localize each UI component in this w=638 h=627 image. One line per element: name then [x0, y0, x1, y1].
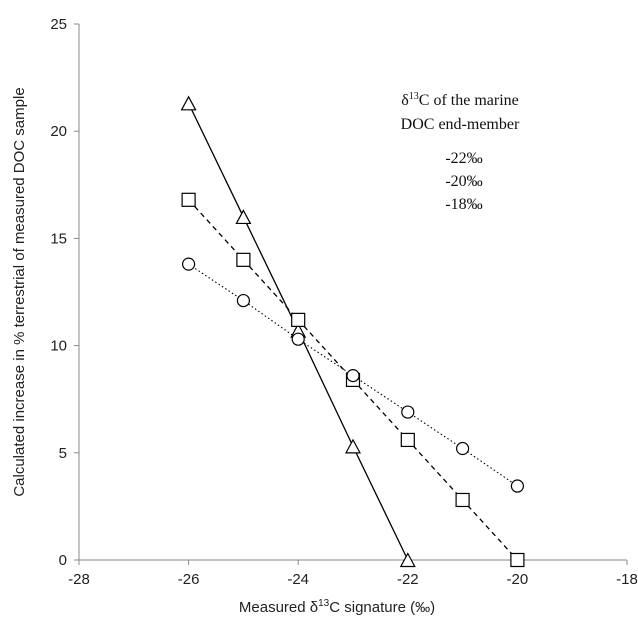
x-tick-label: -22: [397, 571, 419, 588]
data-point-circle: [401, 405, 415, 419]
y-tick-label: 25: [50, 16, 67, 33]
y-tick-label: 15: [50, 230, 67, 247]
y-tick-label: 20: [50, 123, 67, 140]
data-point-triangle: [180, 95, 197, 111]
legend: δ13C of the marine DOC end-member -22‰ -…: [401, 91, 520, 213]
y-axis-title: Calculated increase in % terrestrial of …: [11, 87, 28, 496]
y-tick-label: 0: [59, 552, 67, 569]
x-axis-title-post: C signature (‰): [329, 599, 435, 616]
x-tick-label: -26: [178, 571, 200, 588]
data-point-triangle: [344, 438, 362, 454]
x-tick-label: -18: [616, 571, 638, 588]
series-layer: [180, 95, 525, 568]
data-point-triangle: [399, 552, 416, 568]
x-tick-label: -20: [507, 571, 529, 588]
x-axis-title: Measured δ13C signature (‰): [239, 598, 435, 616]
data-point-circle: [182, 257, 196, 271]
legend-header-post: C of the marine: [419, 92, 519, 109]
x-tick-label: -28: [68, 571, 90, 588]
tick-labels: -28 -26 -24 -22 -20 -18 0 5 10 15 20 25: [50, 16, 638, 588]
axes: [74, 23, 628, 565]
x-axis-title-sup: 13: [318, 598, 330, 609]
data-point-circle: [346, 369, 360, 383]
x-tick-label: -24: [287, 571, 309, 588]
data-point-square: [181, 192, 196, 207]
data-point-circle: [456, 441, 470, 456]
data-point-circle: [291, 332, 305, 346]
legend-header-line2: DOC end-member: [401, 116, 520, 133]
legend-entry-2: -20‰: [445, 173, 482, 190]
y-tick-label: 5: [59, 445, 67, 462]
legend-header-pre: δ: [401, 92, 409, 109]
data-point-triangle: [235, 209, 252, 225]
data-point-square: [236, 252, 251, 267]
data-point-square: [400, 432, 415, 448]
data-point-square: [291, 312, 306, 327]
data-point-circle: [236, 293, 250, 308]
series-triangle: [180, 95, 416, 568]
data-point-square: [510, 552, 525, 568]
legend-header-line1: δ13C of the marine: [401, 91, 519, 109]
series-circle: [182, 257, 525, 493]
data-point-square: [455, 492, 470, 508]
data-point-circle: [510, 479, 525, 493]
legend-header-sup: 13: [409, 91, 419, 102]
x-axis-title-pre: Measured δ: [239, 599, 318, 616]
legend-entry-3: -18‰: [445, 196, 482, 213]
y-tick-label: 10: [50, 338, 67, 355]
legend-entry-1: -22‰: [445, 150, 482, 167]
